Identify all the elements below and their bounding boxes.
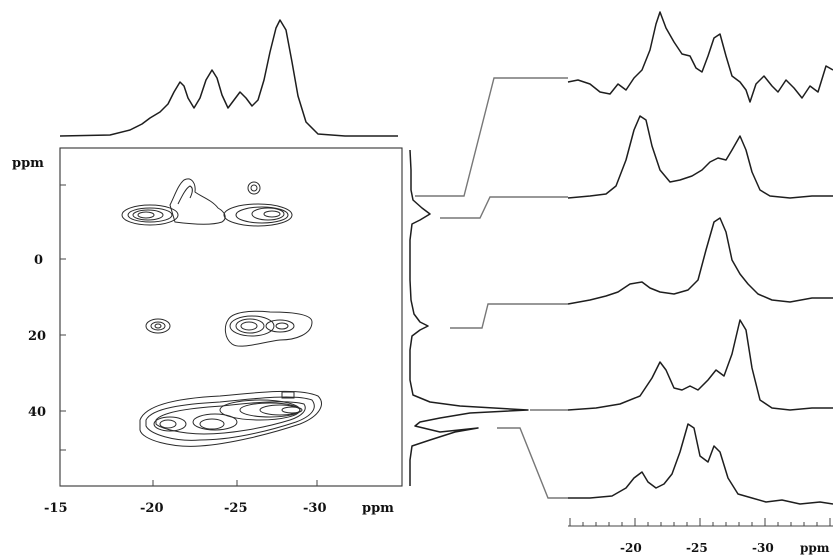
y-axis-unit: ppm xyxy=(12,156,44,171)
slice-minor-ticks xyxy=(569,518,831,526)
top-projection-trace xyxy=(59,19,398,137)
slice-x-tick-label-m20: -20 xyxy=(620,541,642,555)
contour-peak-middle-left xyxy=(145,318,171,334)
contour-plot-frame xyxy=(59,147,403,487)
contour-peak-lower xyxy=(139,390,322,447)
x-tick-label-m25: -25 xyxy=(224,501,248,516)
x-tick-label-m30: -30 xyxy=(303,501,327,516)
contour-peak-upper-right xyxy=(223,181,293,227)
slice-x-tick-label-m25: -25 xyxy=(686,541,708,555)
slice-trace-5 xyxy=(568,423,833,505)
x-axis: -15 -20 -25 -30 ppm xyxy=(44,480,394,516)
y-axis: ppm 0 20 40 xyxy=(12,156,66,451)
connector-2 xyxy=(440,196,568,219)
connector-1 xyxy=(415,77,568,197)
connector-3 xyxy=(450,303,568,329)
y-tick-label-20: 20 xyxy=(28,329,46,344)
side-projection-trace xyxy=(409,149,529,486)
slice-trace-1 xyxy=(567,11,833,103)
contour-peak-middle-right xyxy=(224,310,313,347)
slice-trace-4 xyxy=(567,319,833,411)
slice-x-axis: -20 -25 -30 ppm xyxy=(568,518,833,555)
slice-connectors xyxy=(415,77,568,499)
y-tick-label-0: 0 xyxy=(34,253,43,268)
slice-trace-3 xyxy=(567,217,833,305)
x-tick-label-m20: -20 xyxy=(140,501,164,516)
slices xyxy=(567,11,833,505)
x-tick-label-m15: -15 xyxy=(44,501,68,516)
contour-peak-upper-left xyxy=(121,178,226,226)
contour-groups xyxy=(121,178,322,447)
y-tick-label-40: 40 xyxy=(28,405,46,420)
slice-trace-2 xyxy=(567,115,833,199)
x-axis-unit: ppm xyxy=(362,501,394,516)
slice-x-tick-label-m30: -30 xyxy=(752,541,774,555)
connector-5 xyxy=(497,427,568,499)
slice-x-axis-unit: ppm xyxy=(800,541,830,555)
